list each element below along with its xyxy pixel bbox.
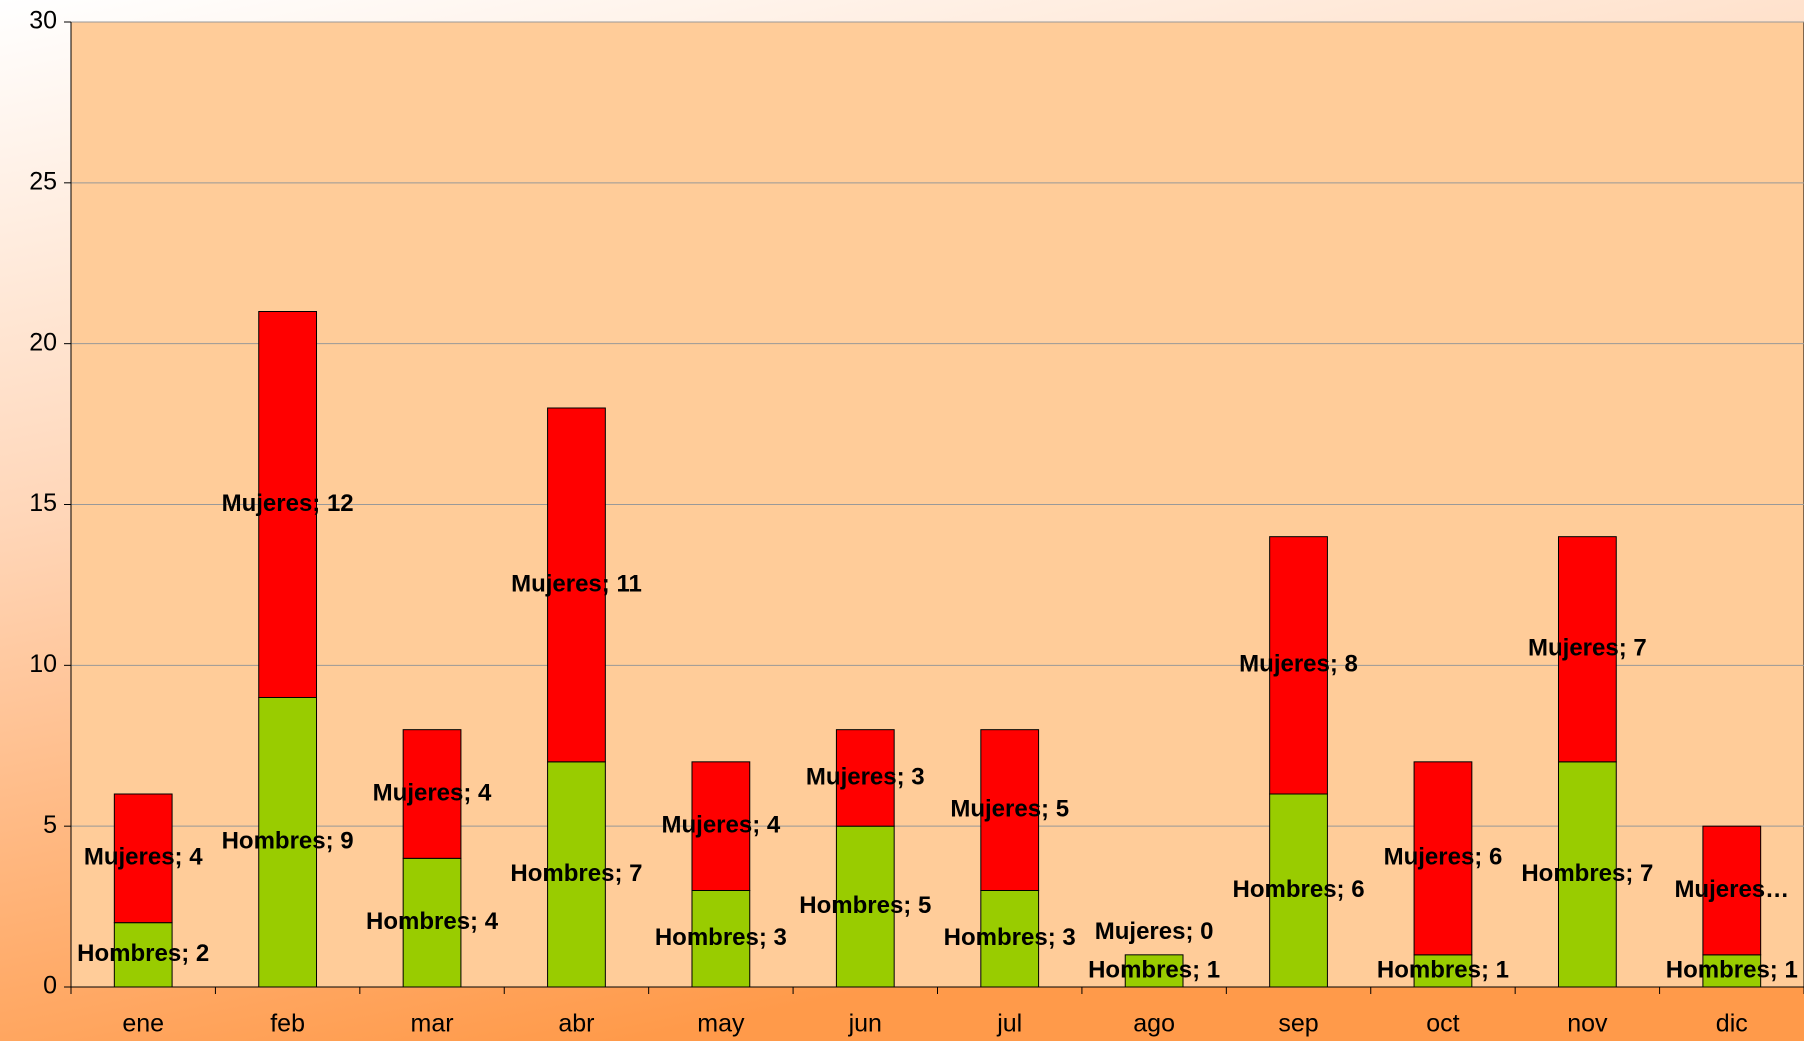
bar-segment	[691, 890, 751, 988]
data-label: Mujeres; 8	[1239, 651, 1358, 678]
bar-segment	[691, 761, 751, 891]
data-label: Hombres; 7	[510, 860, 642, 887]
bar-segment	[835, 729, 895, 827]
x-tick-label: feb	[270, 1010, 305, 1038]
bar-segment	[1702, 825, 1762, 956]
data-label: Mujeres; 11	[511, 570, 642, 597]
data-label: Mujeres; 4	[84, 844, 203, 871]
bar-segment	[1124, 954, 1184, 988]
bar-segment	[113, 793, 173, 924]
data-label: Hombres; 9	[222, 828, 354, 855]
x-tick-label: may	[697, 1010, 745, 1038]
bar-segment	[1269, 793, 1328, 988]
y-tick-label: 20	[29, 328, 57, 356]
bar-segment	[1413, 954, 1473, 988]
bar-segment	[547, 761, 606, 988]
data-label: Hombres; 6	[1233, 876, 1365, 903]
bar-segment	[835, 825, 895, 988]
data-label: Hombres; 1	[1666, 956, 1798, 983]
data-label: Mujeres; 4	[662, 812, 781, 839]
x-tick-label: ene	[122, 1010, 164, 1038]
data-label: Hombres; 5	[799, 892, 931, 919]
bar-segment	[1702, 954, 1762, 988]
y-tick-label: 0	[43, 972, 57, 1000]
data-label: Hombres; 7	[1521, 860, 1653, 887]
bar-segment	[1557, 536, 1617, 763]
data-label: Hombres; 3	[655, 924, 787, 951]
y-tick-label: 15	[29, 489, 57, 517]
y-tick-label: 25	[29, 167, 57, 195]
bar-segment	[258, 697, 318, 988]
data-label: Hombres; 4	[366, 908, 499, 935]
data-label: Mujeres; 0	[1095, 918, 1214, 945]
data-label: Hombres; 1	[1377, 956, 1509, 983]
data-label: Mujeres; 4	[373, 779, 492, 806]
x-tick-label: ago	[1133, 1010, 1175, 1038]
data-label: Mujeres; 7	[1528, 635, 1647, 662]
bar-segment	[1413, 761, 1473, 956]
x-tick-label: abr	[558, 1010, 594, 1038]
x-tick-label: sep	[1278, 1010, 1318, 1038]
data-label: Hombres; 1	[1088, 956, 1220, 983]
y-tick-label: 5	[43, 811, 57, 839]
bar-segment	[980, 729, 1040, 892]
y-tick-label: 30	[29, 7, 57, 35]
y-tick-label: 10	[29, 650, 57, 678]
bar-segment	[402, 729, 462, 859]
data-label: Hombres; 2	[77, 940, 209, 967]
x-tick-label: mar	[411, 1010, 454, 1038]
data-label: Mujeres; 3	[806, 763, 925, 790]
x-tick-label: jul	[996, 1010, 1022, 1038]
bar-segment	[980, 890, 1040, 988]
bar-segment	[258, 311, 318, 698]
data-label: Mujeres; 6	[1384, 844, 1503, 871]
x-tick-label: dic	[1716, 1010, 1748, 1038]
bar-segment	[547, 407, 606, 763]
data-label: Mujeres; 5	[950, 795, 1069, 822]
x-tick-label: nov	[1567, 1010, 1608, 1038]
data-label: Mujeres; 12	[222, 490, 354, 517]
x-tick-label: oct	[1426, 1010, 1459, 1038]
data-label: Hombres; 3	[944, 924, 1076, 951]
x-tick-label: jun	[848, 1010, 882, 1038]
bar-segment	[1269, 536, 1328, 795]
data-label: Mujeres…	[1674, 876, 1789, 903]
bar-segment	[1557, 761, 1617, 988]
